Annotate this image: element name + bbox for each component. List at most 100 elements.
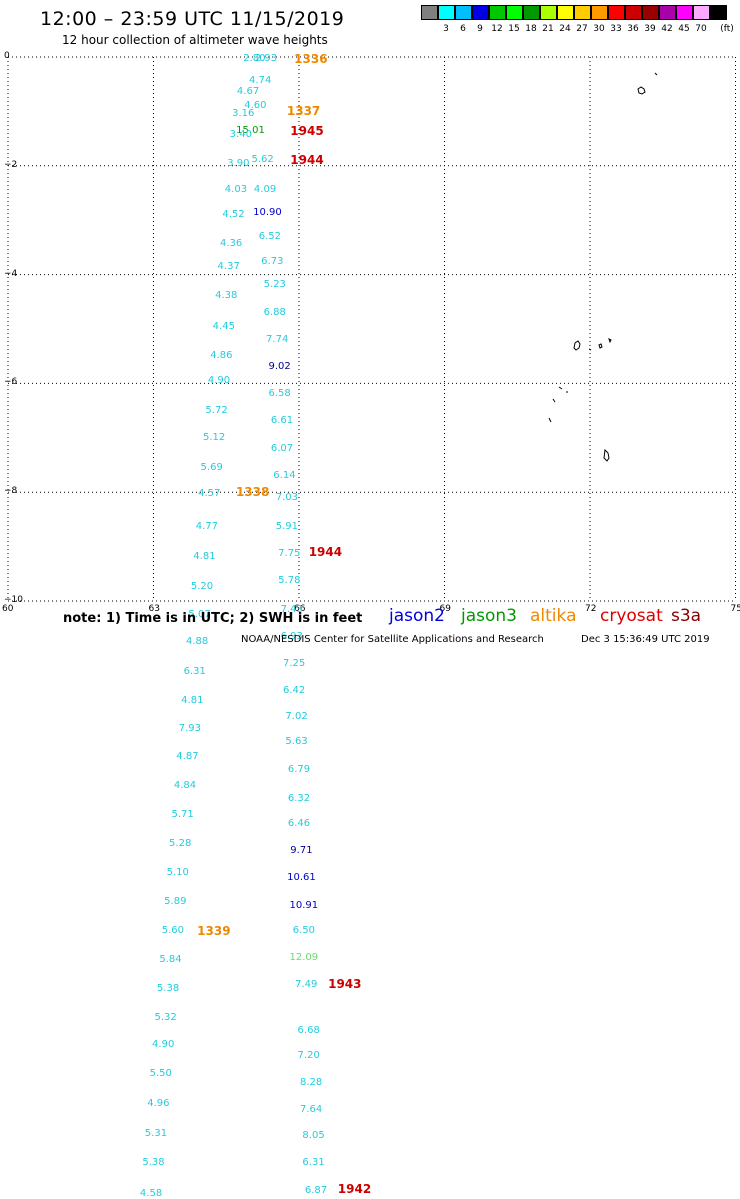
swh-value: 4.58 (140, 1189, 162, 1199)
swh-value: 5.71 (171, 810, 193, 820)
latitude-label: −4 (4, 269, 17, 279)
swh-value: 6.31 (302, 1158, 324, 1168)
pass-time: 1942 (338, 1183, 371, 1195)
swh-value: 4.87 (176, 752, 198, 762)
swh-value: 4.03 (225, 185, 247, 195)
swh-value: 2.93 (255, 54, 277, 64)
swh-value: 4.67 (237, 87, 259, 97)
satellite-name: altika (530, 606, 577, 626)
swh-value: 5.62 (251, 155, 273, 165)
swh-value: 7.25 (283, 659, 305, 669)
swh-value: 7.02 (285, 712, 307, 722)
swh-value: 12.09 (290, 953, 319, 963)
swh-value: 4.81 (193, 552, 215, 562)
swh-value: 5.32 (154, 1013, 176, 1023)
swh-value: 5.38 (142, 1158, 164, 1168)
swh-value: 3.16 (232, 109, 254, 119)
swh-value: 6.79 (288, 765, 310, 775)
island-outline (638, 73, 657, 94)
swh-value: 4.86 (210, 351, 232, 361)
swh-value: 5.31 (145, 1129, 167, 1139)
swh-value: 4.09 (254, 185, 276, 195)
swh-value: 6.61 (271, 416, 293, 426)
swh-value: 4.96 (147, 1099, 169, 1109)
island-outline (549, 387, 609, 461)
swh-value: 6.07 (271, 444, 293, 454)
credit-line: NOAA/NESDIS Center for Satellite Applica… (241, 634, 544, 645)
swh-value: 4.57 (198, 489, 220, 499)
footnote: note: 1) Time is in UTC; 2) SWH is in fe… (63, 611, 362, 626)
satellite-name: jason3 (461, 606, 517, 626)
pass-time: 1943 (328, 978, 361, 990)
latitude-label: −6 (4, 377, 17, 387)
swh-value: 5.38 (157, 984, 179, 994)
swh-value: 5.23 (264, 280, 286, 290)
pass-time: 1336 (294, 53, 327, 65)
longitude-label: 72 (585, 604, 596, 614)
swh-value: 6.88 (264, 308, 286, 318)
swh-value: 5.50 (150, 1069, 172, 1079)
graticule (8, 57, 736, 601)
pass-time: 1945 (290, 125, 323, 137)
swh-value: 10.91 (290, 901, 319, 911)
swh-value: 5.91 (276, 522, 298, 532)
satellite-name: cryosat (600, 606, 663, 626)
swh-value: 10.61 (287, 873, 316, 883)
swh-value: 4.90 (208, 376, 230, 386)
swh-value: 5.20 (191, 582, 213, 592)
swh-value: 6.73 (261, 257, 283, 267)
swh-value: 5.60 (162, 926, 184, 936)
swh-value: 10.90 (253, 208, 282, 218)
swh-value: 4.45 (213, 322, 235, 332)
swh-value: 7.74 (266, 335, 288, 345)
swh-value: 6.32 (288, 794, 310, 804)
swh-value: 4.37 (218, 262, 240, 272)
swh-value: 4.88 (186, 637, 208, 647)
swh-value: 8.05 (302, 1131, 324, 1141)
swh-value: 5.69 (201, 463, 223, 473)
swh-value: 7.03 (276, 493, 298, 503)
swh-value: 6.46 (288, 819, 310, 829)
generated-timestamp: Dec 3 15:36:49 UTC 2019 (581, 634, 710, 645)
swh-value: 4.84 (174, 781, 196, 791)
satellite-name: jason2 (389, 606, 445, 626)
swh-value: 7.20 (298, 1051, 320, 1061)
latitude-label: −2 (4, 160, 17, 170)
swh-value: 5.12 (203, 433, 225, 443)
swh-value: 5.84 (159, 955, 181, 965)
swh-value: 6.50 (293, 926, 315, 936)
swh-value: 9.02 (268, 362, 290, 372)
longitude-label: 60 (2, 604, 13, 614)
pass-time: 1944 (309, 546, 342, 558)
swh-value: 5.28 (169, 839, 191, 849)
swh-value: 6.14 (273, 471, 295, 481)
swh-value: 3.40 (230, 130, 252, 140)
swh-value: 5.63 (285, 737, 307, 747)
swh-value: 5.89 (164, 897, 186, 907)
latitude-label: 0 (4, 51, 10, 61)
swh-value: 9.71 (290, 846, 312, 856)
swh-value: 4.77 (196, 522, 218, 532)
pass-time: 1339 (197, 925, 230, 937)
swh-value: 7.64 (300, 1105, 322, 1115)
pass-time: 1944 (290, 154, 323, 166)
pass-time: 1337 (287, 105, 320, 117)
swh-value: 7.49 (295, 980, 317, 990)
swh-value: 5.78 (278, 576, 300, 586)
latitude-label: −8 (4, 486, 17, 496)
swh-value: 3.90 (227, 159, 249, 169)
swh-value: 6.68 (298, 1026, 320, 1036)
swh-value: 7.75 (278, 549, 300, 559)
satellite-name: s3a (671, 606, 701, 626)
island-outline (574, 339, 611, 350)
swh-value: 6.42 (283, 686, 305, 696)
swh-value: 6.31 (184, 667, 206, 677)
pass-time: 1338 (236, 486, 269, 498)
swh-value: 4.36 (220, 239, 242, 249)
swh-value: 6.87 (305, 1186, 327, 1196)
longitude-label: 75 (731, 604, 740, 614)
island-outlines (549, 73, 657, 461)
swh-value: 8.28 (300, 1078, 322, 1088)
swh-value: 4.90 (152, 1040, 174, 1050)
swh-value: 7.93 (179, 724, 201, 734)
